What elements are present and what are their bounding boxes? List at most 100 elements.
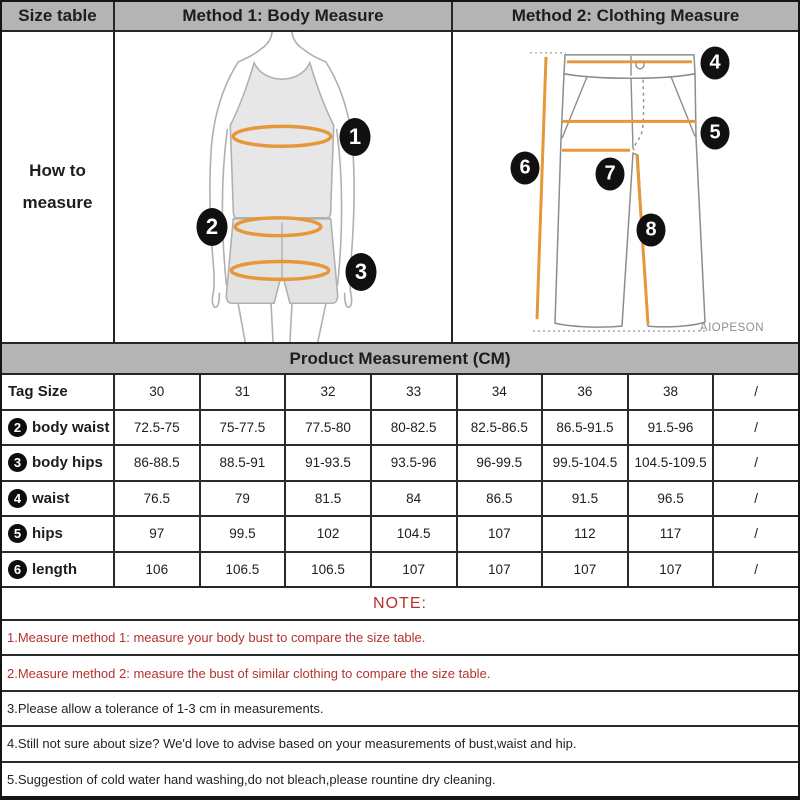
brand-watermark: AIOPESON <box>699 322 764 334</box>
measurement-value: 96-99.5 <box>458 446 544 480</box>
measurement-value: 75-77.5 <box>201 410 287 444</box>
row-label-body-hips: 3 body hips <box>2 446 115 480</box>
marker-waist-2: 2 <box>196 208 228 246</box>
header-method1: Method 1: Body Measure <box>115 2 453 30</box>
circled-number-icon: 2 <box>8 417 27 437</box>
how-to-measure-line2: measure <box>22 193 93 212</box>
measurement-value: 107 <box>372 552 458 586</box>
measurement-value: 106.5 <box>201 552 287 586</box>
measurement-value: 107 <box>629 552 715 586</box>
note-item-1: 1.Measure method 1: measure your body bu… <box>2 621 798 657</box>
size-value: 38 <box>629 375 715 409</box>
measurement-value: 84 <box>372 481 458 515</box>
measurement-value: 106 <box>115 552 201 586</box>
row-label-text: length <box>32 560 77 578</box>
marker-hips-3: 3 <box>345 253 377 291</box>
measurement-value: 81.5 <box>286 481 372 515</box>
measurement-value: 72.5-75 <box>115 410 201 444</box>
measurement-value: 79 <box>201 481 287 515</box>
marker-crotch-7: 7 <box>595 157 625 191</box>
header-method2: Method 2: Clothing Measure <box>453 2 798 30</box>
size-chart-table: Tag Size 30 31 32 33 34 36 38 / 2 body w… <box>2 375 798 588</box>
table-row-hips: 5 hips 97 99.5 102 104.5 107 112 117 / <box>2 517 798 553</box>
measurement-value: 102 <box>286 517 372 551</box>
measurement-value: 80-82.5 <box>372 410 458 444</box>
measurement-value: / <box>754 490 759 506</box>
table-row-body-waist: 2 body waist 72.5-75 75-77.5 77.5-80 80-… <box>2 410 798 446</box>
measurement-value: 91.5 <box>543 481 629 515</box>
measurement-value: 91-93.5 <box>286 446 372 480</box>
measurement-value: 76.5 <box>115 481 201 515</box>
measurement-value: 112 <box>543 517 629 551</box>
measurement-value: / <box>754 455 759 471</box>
row-label-text: body waist <box>32 418 110 436</box>
row-label-length: 6 length <box>2 552 115 586</box>
how-to-measure-label: How to measure <box>2 32 115 342</box>
clothing-measure-diagram: 4 5 6 7 8 AIOPESON <box>453 32 798 342</box>
table-row-waist: 4 waist 76.5 79 81.5 84 86.5 91.5 96.5 / <box>2 481 798 517</box>
measurement-value: 91.5-96 <box>629 410 715 444</box>
circled-number-icon: 6 <box>8 559 27 579</box>
size-value: 31 <box>201 375 287 409</box>
measurement-value: 77.5-80 <box>286 410 372 444</box>
measurement-value: / <box>754 561 759 577</box>
body-measure-diagram: 1 2 3 <box>115 32 453 342</box>
marker-length-6: 6 <box>510 151 540 185</box>
marker-inseam-8: 8 <box>636 213 666 247</box>
measurement-value: 86.5 <box>458 481 544 515</box>
measurement-value: 82.5-86.5 <box>458 410 544 444</box>
size-value: 33 <box>372 375 458 409</box>
size-value: 32 <box>286 375 372 409</box>
measurement-value: 86-88.5 <box>115 446 201 480</box>
measurement-value: 104.5 <box>372 517 458 551</box>
circled-number-icon: 3 <box>8 453 27 473</box>
row-label-body-waist: 2 body waist <box>2 410 115 444</box>
marker-bust-1: 1 <box>339 118 371 156</box>
measurement-value: 93.5-96 <box>372 446 458 480</box>
measurement-value: 107 <box>543 552 629 586</box>
measurement-value: 88.5-91 <box>201 446 287 480</box>
note-item-2: 2.Measure method 2: measure the bust of … <box>2 656 798 692</box>
note-item-4: 4.Still not sure about size? We'd love t… <box>2 727 798 763</box>
marker-hips-5: 5 <box>700 116 730 150</box>
circled-number-icon: 4 <box>8 488 27 508</box>
measurement-value: 97 <box>115 517 201 551</box>
top-header-row: Size table Method 1: Body Measure Method… <box>2 2 798 32</box>
header-size-table: Size table <box>2 2 115 30</box>
measurement-value: 96.5 <box>629 481 715 515</box>
table-row-length: 6 length 106 106.5 106.5 107 107 107 107… <box>2 552 798 586</box>
notes-section: 1.Measure method 1: measure your body bu… <box>2 621 798 796</box>
measurement-value: 106.5 <box>286 552 372 586</box>
measurement-value: / <box>754 419 759 435</box>
measurement-value: 107 <box>458 517 544 551</box>
size-value: 30 <box>115 375 201 409</box>
marker-waist-4: 4 <box>700 46 730 80</box>
row-label-tag-size: Tag Size <box>2 375 115 409</box>
how-to-measure-line1: How to <box>29 160 86 180</box>
circled-number-icon: 5 <box>8 524 27 544</box>
note-item-5: 5.Suggestion of cold water hand washing,… <box>7 771 496 787</box>
table-row-body-hips: 3 body hips 86-88.5 88.5-91 91-93.5 93.5… <box>2 446 798 482</box>
note-item-3: 3.Please allow a tolerance of 1-3 cm in … <box>2 692 798 728</box>
measurement-value: 99.5 <box>201 517 287 551</box>
size-value: 34 <box>458 375 544 409</box>
pants-illustration <box>530 52 706 332</box>
measurement-value: 117 <box>629 517 715 551</box>
row-label-waist: 4 waist <box>2 481 115 515</box>
row-label-text: waist <box>32 489 70 507</box>
row-label-text: body hips <box>32 454 103 472</box>
table-row-tag-size: Tag Size 30 31 32 33 34 36 38 / <box>2 375 798 411</box>
row-label-text: hips <box>32 525 63 543</box>
size-value: 36 <box>543 375 629 409</box>
measurement-value: / <box>754 526 759 542</box>
measurement-value: 86.5-91.5 <box>543 410 629 444</box>
measurement-value: 104.5-109.5 <box>629 446 715 480</box>
illustration-row: How to measure <box>2 32 798 344</box>
measurement-value: 99.5-104.5 <box>543 446 629 480</box>
body-figure-illustration <box>209 32 355 342</box>
size-value: / <box>754 384 759 400</box>
product-measurement-header: Product Measurement (CM) <box>2 344 798 375</box>
note-title: NOTE: <box>2 588 798 621</box>
measurement-value: 107 <box>458 552 544 586</box>
